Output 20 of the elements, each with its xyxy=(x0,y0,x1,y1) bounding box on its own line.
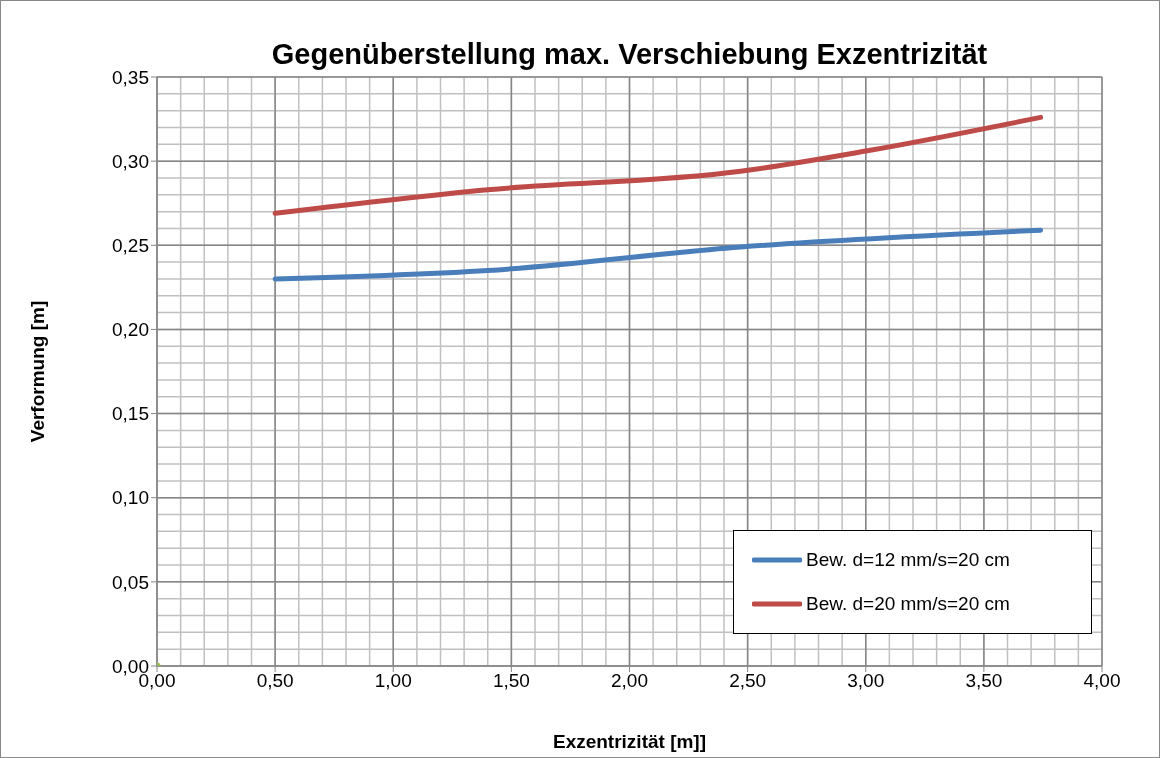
x-tick-label: 0,50 xyxy=(256,670,294,692)
x-tick-label: 4,00 xyxy=(1083,670,1121,692)
chart-title: Gegenüberstellung max. Verschiebung Exzentrizität xyxy=(270,38,989,71)
x-tick-label: 1,50 xyxy=(492,670,530,692)
x-tick-label: 3,00 xyxy=(847,670,885,692)
y-tick-label: 0,10 xyxy=(112,487,149,509)
legend-label: Bew. d=20 mm/s=20 cm xyxy=(806,593,1010,615)
x-tick-label: 1,00 xyxy=(374,670,412,692)
y-axis-title: Verformung [m] xyxy=(26,300,48,443)
x-tick-label: 3,50 xyxy=(965,670,1003,692)
y-tick-label: 0,05 xyxy=(112,571,149,593)
y-tick-label: 0,35 xyxy=(112,66,149,88)
x-tick-label: 2,50 xyxy=(729,670,767,692)
x-axis-title: Exzentrizität [m]] xyxy=(552,731,707,752)
y-tick-label: 0,20 xyxy=(112,319,149,341)
y-tick-label: 0,25 xyxy=(112,235,149,257)
y-tick-label: 0,15 xyxy=(112,403,149,425)
y-tick-label: 0,30 xyxy=(112,150,149,172)
legend-label: Bew. d=12 mm/s=20 cm xyxy=(806,549,1010,571)
x-tick-label: 2,00 xyxy=(611,670,648,692)
